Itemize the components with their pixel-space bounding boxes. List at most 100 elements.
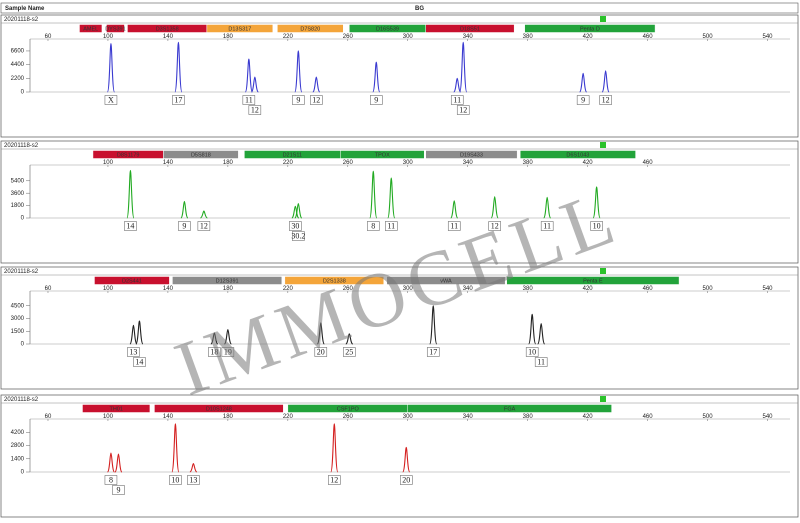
locus-box	[82, 404, 151, 413]
y-tick-label: 3600	[11, 191, 25, 197]
allele-box	[525, 347, 539, 357]
x-tick-label: 380	[523, 160, 534, 166]
x-tick-label: 140	[163, 34, 174, 40]
x-tick-label: 380	[523, 286, 534, 292]
y-tick-label: 2800	[11, 443, 25, 449]
x-tick-label: 140	[163, 160, 174, 166]
y-tick-label: 0	[21, 470, 25, 476]
locus-name: AMEL	[83, 26, 98, 32]
x-tick-label: 540	[763, 286, 774, 292]
peak	[106, 42, 116, 93]
allele-box	[112, 485, 125, 495]
peak	[244, 58, 253, 93]
panel-title: 20201118-s2	[4, 269, 39, 275]
peak	[114, 453, 123, 473]
status-marker	[600, 396, 606, 402]
allele-box	[289, 221, 302, 231]
y-tick-label: 5400	[11, 178, 25, 184]
allele-box	[208, 347, 221, 357]
y-tick-label: 0	[21, 90, 25, 96]
peak	[543, 196, 552, 219]
allele-box	[426, 347, 440, 357]
allele-label: 30	[291, 221, 299, 230]
allele-label: 10	[593, 221, 601, 230]
locus-name: D8S1179	[117, 152, 140, 158]
allele-label: 11	[387, 221, 395, 230]
x-tick-label: 180	[223, 160, 234, 166]
x-tick-label: 180	[223, 286, 234, 292]
locus-name: D10S1248	[206, 406, 232, 412]
y-tick-label: 6600	[11, 49, 25, 55]
peak	[537, 323, 546, 345]
allele-box	[488, 221, 501, 231]
allele-label: 25	[345, 347, 353, 356]
x-tick-label: 220	[283, 34, 294, 40]
allele-label: X	[108, 95, 114, 104]
allele-box	[187, 475, 200, 485]
x-tick-label: 500	[703, 34, 714, 40]
header-bar	[0, 2, 799, 14]
allele-label: 17	[174, 95, 182, 104]
x-tick-label: 260	[343, 286, 354, 292]
allele-label: 9	[116, 485, 120, 494]
x-tick-label: 100	[103, 414, 114, 420]
allele-label: 20	[402, 475, 410, 484]
locus-box	[106, 24, 125, 33]
allele-box	[104, 95, 118, 105]
allele-box	[450, 95, 464, 105]
x-tick-label: 180	[223, 34, 234, 40]
peak	[223, 328, 232, 345]
y-tick-label: 0	[21, 342, 25, 348]
allele-label: 12	[312, 95, 320, 104]
allele-label: 9	[374, 95, 378, 104]
x-tick-label: 340	[463, 160, 474, 166]
allele-label: 13	[129, 347, 137, 356]
allele-label: 30.2	[291, 231, 305, 240]
allele-box	[178, 221, 191, 231]
allele-box	[104, 475, 118, 485]
peak	[601, 70, 610, 93]
allele-box	[343, 347, 356, 357]
locus-box	[524, 24, 656, 33]
peak	[126, 169, 135, 219]
locus-box	[154, 404, 284, 413]
x-tick-label: 60	[45, 414, 52, 420]
x-tick-label: 460	[643, 414, 654, 420]
allele-box	[169, 475, 182, 485]
x-tick-label: 460	[643, 34, 654, 40]
peak	[450, 200, 459, 219]
x-tick-label: 220	[283, 414, 294, 420]
peak	[250, 76, 259, 93]
allele-box	[133, 357, 146, 367]
y-tick-label: 4400	[11, 62, 25, 68]
locus-name: TPOX	[375, 152, 390, 158]
allele-label: 19	[224, 347, 232, 356]
locus-name: D19S433	[460, 152, 483, 158]
allele-label: 10	[171, 475, 179, 484]
x-tick-label: 180	[223, 414, 234, 420]
allele-box	[221, 347, 235, 357]
locus-box	[519, 150, 636, 159]
x-tick-label: 100	[103, 34, 114, 40]
locus-name: D2S1338	[323, 278, 346, 284]
allele-label: 12	[200, 221, 208, 230]
locus-box	[163, 150, 239, 159]
peak	[210, 332, 219, 345]
x-tick-label: 420	[583, 414, 594, 420]
x-tick-label: 460	[643, 160, 654, 166]
allele-box	[534, 357, 548, 367]
allele-box	[456, 105, 470, 115]
peak	[592, 186, 601, 219]
panel-frame	[0, 394, 799, 518]
allele-box	[248, 105, 262, 115]
allele-label: 14	[135, 357, 143, 366]
locus-box	[206, 24, 274, 33]
peak	[372, 61, 381, 93]
allele-box	[242, 95, 256, 105]
x-tick-label: 500	[703, 286, 714, 292]
allele-label: 20	[317, 347, 325, 356]
allele-box	[314, 347, 328, 357]
locus-name: CSF1PO	[337, 406, 360, 412]
y-tick-label: 3000	[11, 316, 25, 322]
peak	[106, 452, 116, 473]
